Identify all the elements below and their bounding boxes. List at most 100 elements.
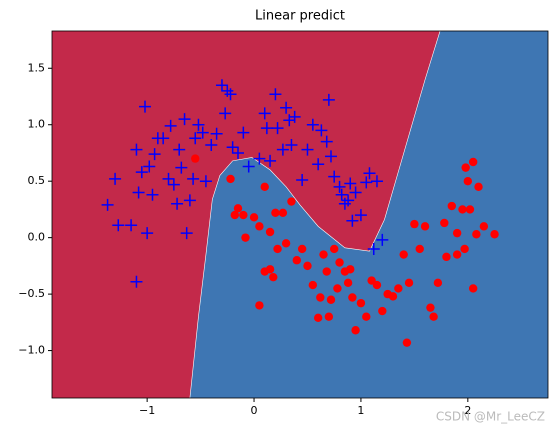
point [320,135,333,148]
point [303,261,312,271]
point [278,208,288,218]
point [404,278,414,288]
point [356,298,366,308]
axes: −1 0 1 2 1.5 1.0 0.5 0.0 −0.5 −1.0 [18,30,549,417]
point [232,146,244,159]
point [109,172,122,185]
point [157,132,170,145]
point [265,265,275,274]
point [146,188,159,201]
point [264,154,277,167]
point [306,118,319,131]
point [367,242,380,255]
point [328,170,341,183]
chart-title: Linear predict [255,9,345,24]
plot-frame [51,30,549,399]
point [468,284,478,293]
point [433,278,443,288]
point [326,295,336,304]
point [178,113,191,126]
point [346,265,355,274]
point [255,301,264,310]
point [308,280,318,290]
point [269,272,278,282]
point [233,204,243,213]
decision-boundary [189,31,441,398]
point [271,208,280,218]
point [362,312,371,321]
point [370,175,383,188]
point [316,293,325,302]
x-tick-label: 0 [251,404,258,417]
point [230,210,239,220]
point [265,227,275,237]
point [301,143,314,156]
point [465,205,475,214]
point [440,218,449,228]
point [452,228,462,238]
point [271,122,284,135]
point [276,143,289,156]
point [183,194,196,207]
point [472,230,481,239]
point [130,143,143,156]
point [162,172,175,185]
point [192,118,205,131]
point [191,154,200,163]
y-tick-label: 1.5 [28,61,46,74]
point [322,267,331,276]
point [164,119,177,132]
point [363,167,376,180]
point [420,222,430,231]
point [210,127,223,140]
point [226,141,239,154]
point [292,256,301,265]
point [141,227,154,240]
point [479,222,489,231]
point [442,252,451,262]
point [260,122,273,135]
point [242,160,255,173]
point [376,233,389,246]
point [429,312,438,321]
point [224,88,237,101]
point [399,250,408,259]
y-tick-label: 0.0 [28,231,46,244]
point [312,158,325,171]
point [322,93,335,106]
point [249,213,259,222]
point [388,292,398,301]
point [173,143,186,156]
point [348,293,357,302]
x-tick-label: 2 [464,404,471,417]
point [287,197,296,206]
point [196,126,209,139]
point [273,244,282,254]
point [112,219,125,232]
point [410,219,419,229]
region-left [52,31,441,398]
point [101,198,114,211]
point [330,244,339,254]
point [285,139,298,152]
point [269,88,282,101]
point [360,176,373,189]
point [378,306,387,316]
point [148,148,161,161]
point [125,219,138,232]
point [313,313,323,323]
point [143,160,156,173]
point [333,284,342,293]
y-tick-label: 0.5 [28,174,46,187]
point [474,182,483,192]
point [490,230,499,239]
point [461,163,470,172]
point [452,250,462,259]
point [130,275,143,288]
point [255,222,264,231]
point [288,110,301,123]
point [258,107,271,120]
point [447,201,456,211]
point [167,178,180,191]
point [260,182,269,192]
